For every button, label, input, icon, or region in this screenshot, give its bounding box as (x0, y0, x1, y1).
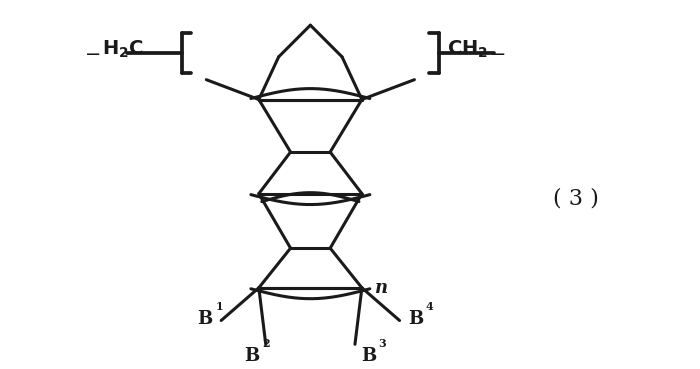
Text: B: B (361, 347, 377, 365)
Text: 2: 2 (262, 338, 270, 349)
Text: B: B (197, 310, 213, 328)
Text: n: n (374, 279, 388, 297)
Text: B: B (244, 347, 260, 365)
Text: $-$: $-$ (489, 44, 505, 62)
Text: 3: 3 (379, 338, 386, 349)
Text: 1: 1 (215, 301, 223, 311)
Text: $\mathbf{H_2C}$: $\mathbf{H_2C}$ (102, 38, 144, 60)
Text: B: B (408, 310, 423, 328)
Text: ( 3 ): ( 3 ) (553, 187, 599, 210)
Text: 4: 4 (426, 301, 433, 311)
Text: $\mathbf{CH_2}$: $\mathbf{CH_2}$ (447, 38, 489, 60)
Text: $-$: $-$ (85, 44, 101, 62)
